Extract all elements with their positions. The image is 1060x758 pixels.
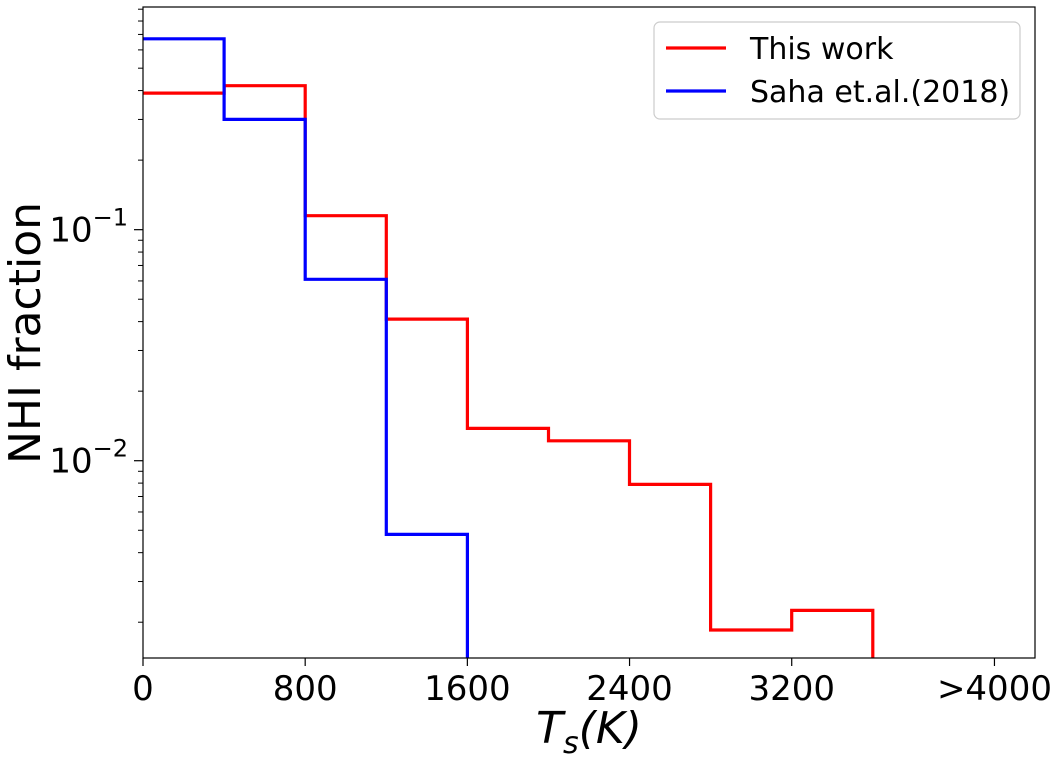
x-tick-label: >4000	[937, 669, 1052, 709]
plot-area	[143, 37, 875, 658]
legend-box	[653, 21, 1021, 120]
legend: This work Saha et.al.(2018)	[653, 21, 1021, 120]
series-line-2	[143, 37, 469, 658]
y-tick-label: 10−1	[49, 204, 128, 251]
y-axis-ticks: 10−1 10−2	[49, 204, 143, 482]
x-tick-label: 800	[273, 669, 338, 709]
x-tick-label: 3200	[748, 669, 835, 709]
x-axis-label: Ts(K)	[536, 703, 642, 758]
legend-label-2: Saha et.al.(2018)	[750, 75, 1010, 110]
y-tick-label: 10−2	[49, 435, 128, 482]
series-line-1	[143, 84, 875, 658]
y-axis-label: NHI fraction	[0, 202, 51, 464]
y-minor-ticks	[138, 8, 143, 623]
plot-frame	[142, 6, 1036, 659]
legend-label-1: This work	[749, 32, 894, 67]
x-tick-label: 0	[132, 669, 154, 709]
x-tick-label: 1600	[424, 669, 511, 709]
x-tick-label: 2400	[586, 669, 673, 709]
x-axis-ticks: 0 800 1600 2400 3200 >4000	[132, 658, 1052, 709]
